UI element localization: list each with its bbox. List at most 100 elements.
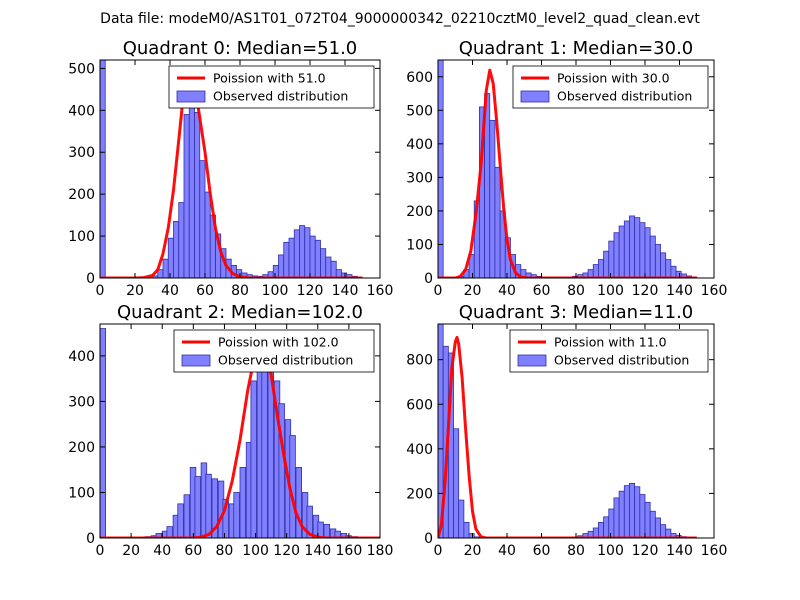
plot-area — [100, 60, 363, 278]
histogram-bar — [194, 476, 201, 538]
histogram-bar — [649, 510, 656, 538]
axes-frame — [99, 323, 381, 539]
y-tick-label: 100 — [68, 229, 95, 245]
histogram-bar — [250, 380, 257, 538]
histogram-bar — [204, 191, 211, 278]
histogram-bar — [438, 60, 444, 278]
subplot-quadrant-3: Quadrant 3: Median=11.0 0 20 40 60 80 100 120 14… — [406, 302, 727, 559]
histogram-bar — [613, 232, 620, 278]
histogram-bar — [453, 428, 460, 538]
y-tick-label: 400 — [68, 349, 95, 365]
histogram-bar — [317, 521, 324, 538]
x-tick-label: 60 — [184, 543, 202, 559]
x-tick-label: 80 — [216, 543, 234, 559]
x-tick-label: 140 — [332, 283, 359, 299]
x-tick-label: 20 — [464, 543, 482, 559]
y-tick-label: 500 — [406, 103, 433, 119]
x-tick-label: 60 — [196, 283, 214, 299]
histogram-bar — [233, 492, 240, 538]
histogram-bar — [309, 235, 316, 278]
histogram-bar — [304, 227, 311, 278]
histogram-bar — [494, 166, 501, 278]
x-tick-label: 120 — [632, 543, 659, 559]
histogram-bar — [222, 498, 229, 538]
histogram-bar — [623, 220, 630, 278]
x-tick-label: 40 — [161, 283, 179, 299]
legend-label-observed: Observed distribution — [213, 89, 348, 104]
y-tick-label: 400 — [406, 137, 433, 153]
histogram-bar — [173, 221, 180, 278]
x-tick-label: 100 — [262, 283, 289, 299]
x-tick-label: 0 — [96, 543, 105, 559]
y-tick-label: 300 — [68, 145, 95, 161]
x-tick-label: 80 — [567, 283, 585, 299]
figure-suptitle: Data file: modeM0/AS1T01_072T04_90000003… — [100, 11, 700, 27]
x-tick-label: 160 — [367, 283, 394, 299]
histogram-bar — [295, 467, 302, 538]
y-tick-label: 100 — [68, 485, 95, 501]
histogram-bar — [330, 260, 337, 278]
x-tick-label: 140 — [666, 283, 693, 299]
histogram-bar — [162, 258, 169, 278]
poisson-curve — [438, 335, 697, 538]
subplot-quadrant-2: Quadrant 2: Median=102.00 20 40 60 80 100 120 1… — [68, 302, 393, 559]
plot-area — [438, 60, 698, 278]
histogram-bar — [293, 229, 300, 278]
x-tick-label: 120 — [273, 543, 300, 559]
histogram-bar — [644, 227, 651, 278]
x-tick-label: 80 — [567, 543, 585, 559]
histogram-bar — [608, 508, 615, 538]
histogram-bar — [194, 112, 201, 278]
x-tick-label: 100 — [597, 543, 624, 559]
subplot-quadrant-1: Quadrant 1: Median=30.0 0 20 40 60 80 100 120 14… — [406, 38, 727, 299]
histogram-bar — [463, 521, 470, 538]
histogram-bar — [660, 252, 667, 278]
histogram-bar — [598, 259, 604, 278]
legend: Poission with 51.0 Observed distribution — [168, 65, 375, 109]
x-tick-label: 180 — [367, 543, 394, 559]
histogram-bar — [654, 517, 661, 538]
histogram-bar — [320, 248, 327, 278]
histogram-bar — [613, 497, 620, 538]
histogram-bar — [183, 494, 190, 538]
histogram-bar — [178, 202, 185, 278]
y-tick-label: 800 — [406, 353, 433, 369]
histogram-bar — [634, 486, 641, 538]
histogram-bar — [623, 485, 630, 538]
histogram-bar — [100, 328, 106, 538]
x-tick-label: 60 — [533, 283, 551, 299]
histogram-bar — [660, 524, 667, 538]
y-tick-label: 600 — [406, 397, 433, 413]
histogram-bar — [468, 533, 475, 538]
histogram-bar — [100, 60, 106, 278]
histogram-bar — [278, 403, 285, 538]
subplot-title: Quadrant 3: Median=11.0 — [459, 302, 694, 323]
plot-area — [100, 328, 380, 538]
histogram-bar — [598, 521, 604, 538]
histogram-bar — [199, 160, 206, 278]
x-tick-label: 140 — [304, 543, 331, 559]
y-tick-label: 200 — [68, 440, 95, 456]
histogram-bar — [183, 114, 190, 278]
y-tick-label: 500 — [68, 61, 95, 77]
y-tick-label: 600 — [406, 70, 433, 86]
histogram-bar — [603, 250, 610, 278]
histogram-bar — [166, 526, 173, 538]
x-tick-label: 20 — [122, 543, 140, 559]
histogram-bar — [272, 265, 279, 278]
histogram-bar — [167, 237, 174, 278]
histogram-bar — [654, 244, 661, 278]
y-tick-label: 100 — [406, 237, 433, 253]
histogram-bar — [634, 217, 641, 278]
subplot-title: Quadrant 0: Median=51.0 — [123, 38, 358, 59]
legend-label-poisson: Poission with 30.0 — [557, 71, 670, 86]
histogram-bar — [592, 264, 599, 278]
legend: Poission with 102.0 Observed distribution — [173, 329, 375, 373]
legend: Poission with 11.0 Observed distribution — [509, 329, 709, 373]
y-tick-label: 300 — [68, 394, 95, 410]
legend-bar-swatch — [176, 90, 206, 103]
y-tick-label: 400 — [68, 103, 95, 119]
histogram-bar — [177, 503, 184, 538]
histogram-bar — [592, 527, 599, 538]
